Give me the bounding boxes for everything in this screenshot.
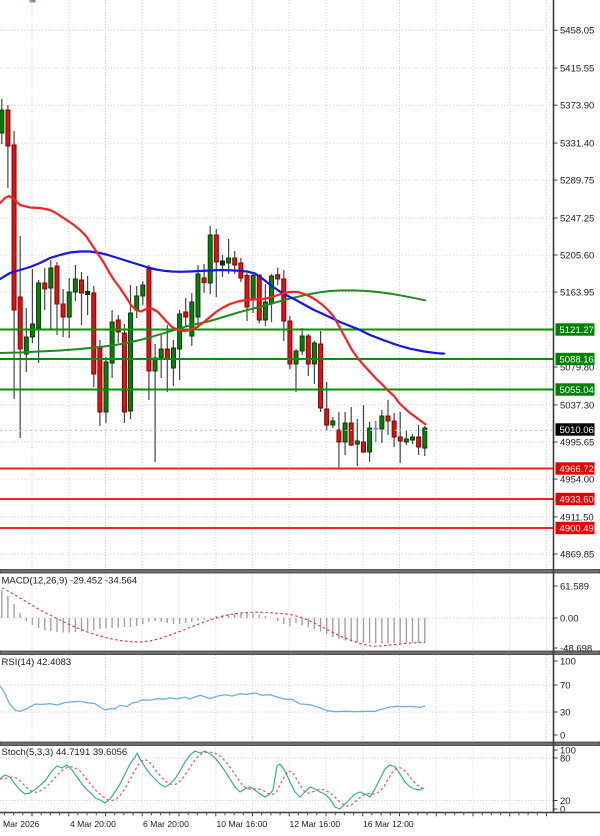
svg-text:100: 100 [560, 745, 576, 756]
svg-text:5458.05: 5458.05 [560, 26, 594, 37]
svg-text:0.00: 0.00 [560, 613, 579, 624]
svg-text:12 Mar 16:00: 12 Mar 16:00 [290, 819, 341, 829]
svg-text:5010.06: 5010.06 [560, 425, 594, 436]
svg-text:5373.90: 5373.90 [560, 101, 594, 112]
svg-text:MACD(12,26,9) -29.452 -34.564: MACD(12,26,9) -29.452 -34.564 [2, 576, 138, 587]
svg-text:4869.85: 4869.85 [560, 549, 594, 560]
svg-text:0: 0 [560, 804, 565, 815]
svg-text:5163.95: 5163.95 [560, 288, 594, 299]
svg-text:6 Mar 20:00: 6 Mar 20:00 [143, 819, 189, 829]
svg-text:4995.65: 4995.65 [560, 437, 594, 448]
svg-text:16 Mar 12:00: 16 Mar 12:00 [363, 819, 414, 829]
svg-text:Stoch(5,3,3) 44.7191 39.6056: Stoch(5,3,3) 44.7191 39.6056 [2, 747, 128, 758]
svg-text:4911.50: 4911.50 [560, 512, 594, 523]
svg-text:5205.60: 5205.60 [560, 250, 594, 261]
svg-text:80: 80 [560, 753, 571, 764]
svg-text:5037.30: 5037.30 [560, 400, 594, 411]
svg-text:4954.00: 4954.00 [560, 475, 594, 486]
svg-text:4900.49: 4900.49 [560, 524, 594, 535]
svg-text:70: 70 [560, 680, 571, 691]
svg-text:5079.80: 5079.80 [560, 362, 594, 373]
svg-text:5331.40: 5331.40 [560, 139, 594, 150]
svg-text:4 Mar 20:00: 4 Mar 20:00 [70, 819, 116, 829]
svg-text:5289.75: 5289.75 [560, 176, 594, 187]
svg-text:4933.60: 4933.60 [560, 495, 594, 506]
svg-text:5415.55: 5415.55 [560, 64, 594, 75]
svg-text:RSI(14) 42.4083: RSI(14) 42.4083 [2, 657, 72, 668]
svg-text:20: 20 [560, 796, 571, 807]
svg-text:5055.04: 5055.04 [560, 385, 594, 396]
svg-text:0: 0 [560, 730, 565, 741]
svg-text:Mar 2026: Mar 2026 [3, 819, 40, 829]
svg-text:5088.16: 5088.16 [560, 355, 594, 366]
svg-text:10 Mar 16:00: 10 Mar 16:00 [217, 819, 268, 829]
svg-text:5121.27: 5121.27 [560, 325, 594, 336]
svg-text:61.589: 61.589 [560, 581, 589, 592]
svg-text:100: 100 [560, 656, 576, 667]
svg-text:-48.698: -48.698 [560, 643, 592, 654]
svg-text:5247.25: 5247.25 [560, 213, 594, 224]
svg-text:4966.72: 4966.72 [560, 464, 594, 475]
svg-text:30: 30 [560, 707, 571, 718]
